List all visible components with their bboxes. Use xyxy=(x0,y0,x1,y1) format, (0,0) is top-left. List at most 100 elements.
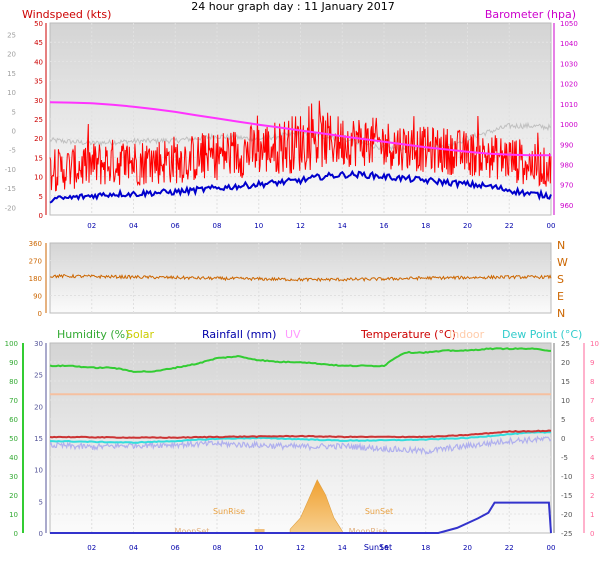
uv-tick-label: 1 xyxy=(590,511,594,519)
uv-tick-label: 9 xyxy=(590,359,594,367)
temp-tick-label: -20 xyxy=(5,204,16,212)
x-tick-label: 04 xyxy=(129,544,138,552)
x-tick-label: 12 xyxy=(296,544,305,552)
humidity-temperature-chart: 0102030405060708090100051015202530-25-20… xyxy=(5,328,599,552)
wind-tick-label: 45 xyxy=(34,39,43,47)
rain-tick-label: 10 xyxy=(34,467,43,475)
x-tick-label: 20 xyxy=(463,222,472,230)
temp-tick-label: -5 xyxy=(561,454,568,462)
compass-label: N xyxy=(557,307,565,320)
direction-tick-label: 180 xyxy=(29,275,42,283)
x-tick-label: 16 xyxy=(380,222,389,230)
humidity-tick-label: 20 xyxy=(9,492,18,500)
uv-tick-label: 8 xyxy=(590,378,594,386)
compass-label: S xyxy=(557,273,564,286)
page-title: 24 hour graph day : 11 January 2017 xyxy=(191,0,395,13)
temp-tick-label: 15 xyxy=(7,70,16,78)
temp-tick-label: 10 xyxy=(7,89,16,97)
temp-tick-label: 15 xyxy=(561,378,570,386)
temp-tick-label: 20 xyxy=(561,359,570,367)
uv-tick-label: 2 xyxy=(590,492,594,500)
wind-direction-line xyxy=(49,273,552,283)
rain-tick-label: 20 xyxy=(34,403,43,411)
temp-tick-label: -20 xyxy=(561,511,572,519)
uv-tick-label: 0 xyxy=(590,530,594,538)
annotation-label: SunSet xyxy=(364,543,392,552)
humidity-tick-label: 40 xyxy=(9,454,18,462)
direction-tick-label: 90 xyxy=(33,293,42,301)
barometer-line xyxy=(49,101,551,157)
temp-tick-label: 25 xyxy=(7,32,16,40)
barometer-tick-label: 1040 xyxy=(560,40,578,48)
temp-tick-label: -15 xyxy=(5,185,16,193)
x-tick-label: 04 xyxy=(129,222,138,230)
legend-label: Rainfall (mm) xyxy=(202,328,276,341)
solar-small-peak xyxy=(254,529,265,533)
direction-tick-label: 360 xyxy=(29,240,42,248)
humidity-tick-label: 30 xyxy=(9,473,18,481)
windspeed-label: Windspeed (kts) xyxy=(22,8,111,21)
barometer-tick-label: 1000 xyxy=(560,121,578,129)
barometer-label: Barometer (hpa) xyxy=(485,8,576,21)
rain-tick-label: 0 xyxy=(39,530,43,538)
x-tick-label: 12 xyxy=(296,222,305,230)
humidity-tick-label: 50 xyxy=(9,435,18,443)
wind-tick-label: 10 xyxy=(34,174,43,182)
barometer-tick-label: 970 xyxy=(560,182,573,190)
barometer-tick-label: 1020 xyxy=(560,81,578,89)
compass-label: W xyxy=(557,256,568,269)
wind-high-line xyxy=(49,100,552,192)
temp-tick-label: -15 xyxy=(561,492,572,500)
temp-tick-label: -10 xyxy=(5,166,16,174)
legend-label: Solar xyxy=(126,328,155,341)
barometer-tick-label: 1050 xyxy=(560,20,578,28)
wind-tick-label: 5 xyxy=(39,193,43,201)
x-tick-label: 14 xyxy=(338,222,347,230)
x-tick-label: 10 xyxy=(254,544,263,552)
wind-tick-label: 40 xyxy=(34,58,43,66)
temp-tick-label: 25 xyxy=(561,340,570,348)
annotation-label: MoonSet xyxy=(175,527,210,536)
annotation-label: SunSet xyxy=(365,507,393,516)
humidity-tick-label: 100 xyxy=(5,340,18,348)
humidity-tick-label: 70 xyxy=(9,397,18,405)
humidity-tick-label: 90 xyxy=(9,359,18,367)
rain-tick-label: 25 xyxy=(34,372,43,380)
uv-tick-label: 10 xyxy=(590,340,599,348)
humidity-tick-label: 60 xyxy=(9,416,18,424)
x-tick-label: 14 xyxy=(338,544,347,552)
humidity-line xyxy=(49,347,551,373)
temp-tick-label: -5 xyxy=(9,147,16,155)
barometer-tick-label: 960 xyxy=(560,202,573,210)
noisy-secondary-line xyxy=(49,435,552,456)
direction-tick-label: 270 xyxy=(29,258,42,266)
legend-label: Indoor xyxy=(449,328,485,341)
x-tick-label: 08 xyxy=(213,544,222,552)
x-tick-label: 18 xyxy=(421,544,430,552)
compass-label: N xyxy=(557,239,565,252)
x-tick-label: 22 xyxy=(505,222,514,230)
humidity-tick-label: 10 xyxy=(9,511,18,519)
uv-tick-label: 3 xyxy=(590,473,594,481)
legend-label: UV xyxy=(285,328,301,341)
x-tick-label: 00 xyxy=(547,222,556,230)
x-tick-label: 08 xyxy=(213,222,222,230)
x-tick-label: 10 xyxy=(254,222,263,230)
annotation-label: MoonRise xyxy=(349,527,388,536)
temp-tick-label: 0 xyxy=(561,435,565,443)
rain-tick-label: 15 xyxy=(34,435,43,443)
x-tick-label: 22 xyxy=(505,544,514,552)
rain-tick-label: 5 xyxy=(39,498,43,506)
legend-label: Dew Point (°C) xyxy=(502,328,582,341)
temp-tick-label: -10 xyxy=(561,473,572,481)
x-tick-label: 02 xyxy=(87,222,96,230)
temp-tick-label: -25 xyxy=(561,530,572,538)
barometer-tick-label: 1010 xyxy=(560,101,578,109)
wind-tick-label: 0 xyxy=(39,212,43,220)
wind-tick-label: 25 xyxy=(34,116,43,124)
humidity-tick-label: 0 xyxy=(14,530,18,538)
wind-barometer-chart: 0 5 10 15 20 25 30 35 40 45 50 -20 -15 -10 -5 0 5 10 15 20 2… xyxy=(5,8,578,230)
x-tick-label: 06 xyxy=(171,544,180,552)
